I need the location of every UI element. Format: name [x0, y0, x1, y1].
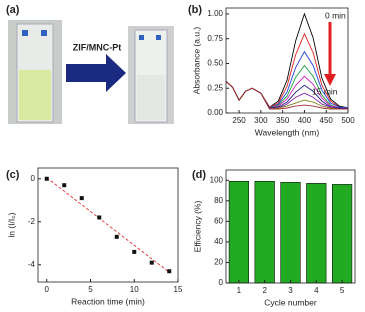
plot-frame [37, 167, 179, 283]
y-tick-label: 40 [214, 237, 223, 246]
annotation: 0 min [325, 10, 346, 20]
x-tick-label: 5 [340, 286, 345, 295]
y-axis-label: Efficiency (%) [192, 200, 202, 252]
y-tick-label: 0.50 [207, 59, 223, 68]
x-tick-label: 450 [320, 116, 334, 125]
x-tick-label: 350 [276, 116, 290, 125]
arrow-head [324, 74, 336, 86]
x-tick-label: 0 [45, 285, 50, 294]
x-tick-label: 400 [298, 116, 312, 125]
x-tick-label: 10 [130, 285, 139, 294]
y-tick-label: -4 [28, 260, 36, 269]
point [62, 183, 67, 188]
y-tick-label: 1.00 [207, 9, 223, 18]
y-tick-label: 0.25 [207, 83, 223, 92]
panel-label: (b) [188, 4, 202, 16]
x-tick-label: 500 [341, 116, 355, 125]
annotation: 15 min [312, 86, 338, 96]
plot-frame [225, 169, 356, 284]
x-axis-label: Wavelength (nm) [255, 127, 320, 137]
point [167, 269, 172, 274]
arrow-text: ZIF/MNC-Pt [73, 42, 122, 52]
bar [228, 181, 250, 284]
y-tick-label: 20 [214, 258, 223, 267]
x-tick-label: 300 [254, 116, 268, 125]
y-tick-label: -2 [28, 217, 36, 226]
liquid [19, 70, 51, 120]
liquid [137, 75, 165, 120]
spectrum-line [225, 80, 348, 110]
point [114, 234, 119, 239]
y-axis-label: Absorbance (a.u.) [191, 27, 201, 95]
mark [22, 30, 28, 36]
x-tick-label: 5 [88, 285, 93, 294]
y-tick-label: 0.00 [207, 108, 223, 117]
point [79, 196, 84, 201]
point [149, 260, 154, 265]
bar [254, 181, 275, 284]
x-tick-label: 3 [288, 286, 293, 295]
plot-frame [225, 7, 349, 114]
point [97, 215, 102, 220]
x-tick-label: 4 [314, 286, 319, 295]
mark [139, 35, 144, 40]
photo-panel: (a) ZIF/MNC-Pt [6, 4, 174, 124]
bar [306, 183, 327, 284]
x-tick-label: 1 [237, 286, 242, 295]
panel-label: (a) [6, 4, 20, 16]
bar [331, 184, 353, 284]
point [44, 176, 49, 181]
x-tick-label: 15 [174, 285, 183, 294]
panel-label: (d) [192, 169, 206, 181]
panel-label: (c) [6, 169, 20, 181]
x-tick-label: 250 [232, 116, 246, 125]
y-tick-label: 0 [219, 278, 224, 287]
x-axis-label: Reaction time (min) [71, 296, 145, 306]
mark [156, 35, 161, 40]
x-axis-label: Cycle number [264, 297, 317, 307]
y-tick-label: 100 [210, 175, 224, 184]
mark [41, 30, 47, 36]
fit-line [46, 177, 170, 273]
y-tick-label: 0 [31, 174, 36, 183]
bar [280, 182, 301, 284]
point [132, 249, 137, 254]
y-tick-label: 60 [214, 216, 223, 225]
arrow [66, 54, 126, 92]
y-tick-label: 0.75 [207, 34, 223, 43]
y-axis-label: ln (I/I₀) [6, 212, 16, 237]
y-tick-label: 80 [214, 196, 223, 205]
x-tick-label: 2 [262, 286, 267, 295]
